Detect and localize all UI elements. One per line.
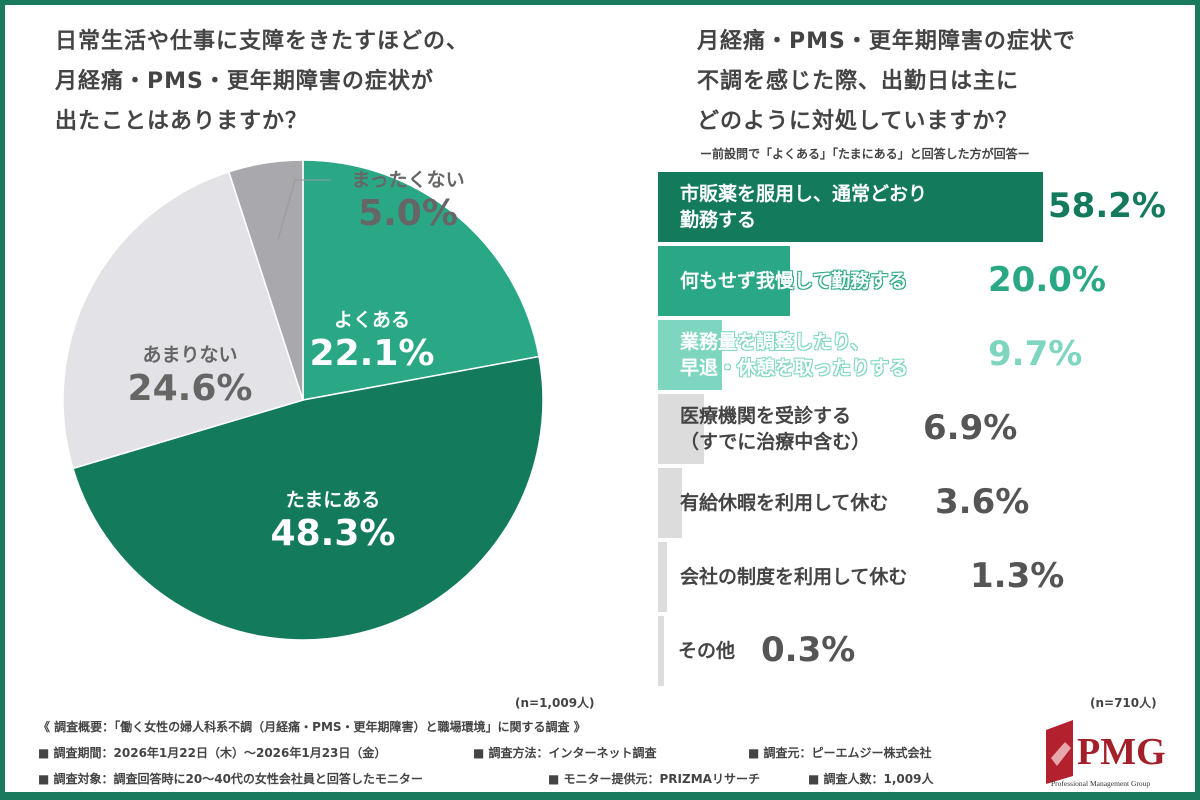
bar-value: 3.6%: [935, 482, 1030, 522]
bar-value: 20.0%: [988, 260, 1106, 300]
pie-slice: [227, 159, 304, 401]
pie-chart: [62, 159, 544, 641]
pie-label: あまりない 24.6%: [110, 340, 270, 411]
bar-row: その他 0.3%: [658, 616, 1178, 686]
bar: [658, 172, 1044, 242]
pie-slice-name: まったくない: [351, 169, 465, 191]
pie-slice-name: たまにある: [285, 489, 381, 511]
bar-label: 業務量を調整したり、 早退・休憩を取ったりする: [680, 331, 909, 379]
bar: [658, 542, 667, 612]
footer-provider: ■ モニター提供元：PRIZMAリサーチ: [548, 772, 760, 786]
pie-slice-name: よくある: [333, 309, 410, 331]
pie-label: よくある 22.1%: [292, 305, 452, 376]
footer-source: ■ 調査元：ピーエムジー株式会社: [748, 746, 932, 760]
pie-title: 日常生活や仕事に支障をきたすほどの、 月経痛・PMS・更年期障害の症状が 出たこ…: [55, 29, 470, 134]
bar-row: 業務量を調整したり、 早退・休憩を取ったりする 9.7%: [658, 320, 1178, 390]
bar-value: 6.9%: [923, 408, 1018, 448]
pie-label: まったくない 5.0%: [328, 165, 488, 236]
footer-method: ■ 調査方法：インターネット調査: [473, 746, 657, 760]
pie-slice-value: 22.1%: [309, 333, 435, 374]
footer-target: ■ 調査対象：調査回答時に20～40代の女性会社員と回答したモニター: [38, 772, 423, 786]
bar-value: 58.2%: [1048, 186, 1166, 226]
bar-label: その他: [678, 640, 736, 662]
pmg-logo: PMG Professional Management Group: [1043, 718, 1178, 788]
bar-subtitle: ー前設問で「よくある」「たまにある」と回答した方が回答ー: [700, 147, 1030, 161]
pie-slice-value: 5.0%: [358, 193, 458, 234]
bar-title: 月経痛・PMS・更年期障害の症状で 不調を感じた際、出勤日は主に どのように対処…: [697, 29, 1076, 134]
bar-value: 0.3%: [761, 630, 856, 670]
footer-count: ■ 調査人数：1,009人: [808, 772, 934, 786]
pie-slice: [62, 170, 304, 470]
footer-title: 《 調査概要：「働く女性の婦人科系不調（月経痛・PMS・更年期障害）と職場環境」…: [38, 720, 586, 734]
bar-row: 会社の制度を利用して休む 1.3%: [658, 542, 1178, 612]
bar-label: 何もせず我慢して勤務する: [680, 270, 908, 292]
bar: [658, 246, 791, 316]
pie-slice: [72, 355, 544, 641]
bar-label: 市販薬を服用し、通常どおり 勤務する: [680, 183, 928, 231]
pie-slice-name: あまりない: [142, 344, 238, 366]
bar-row: 何もせず我慢して勤務する 20.0%: [658, 246, 1178, 316]
bar-label: 医療機関を受診する （すでに治療中含む）: [680, 405, 871, 453]
svg-text:Professional Management Group: Professional Management Group: [1051, 779, 1150, 788]
footer-period: ■ 調査期間：2026年1月22日（木）～2026年1月23日（金）: [38, 746, 387, 760]
bar-sample-size: (n=710人): [1090, 696, 1157, 710]
bar-label: 有給休暇を利用して休む: [680, 492, 889, 514]
svg-text:PMG: PMG: [1077, 731, 1166, 773]
bar-row: 医療機関を受診する （すでに治療中含む） 6.9%: [658, 394, 1178, 464]
bar-label: 会社の制度を利用して休む: [680, 566, 908, 588]
pie-label: たまにある 48.3%: [253, 485, 413, 556]
bar: [658, 394, 704, 464]
pie-sample-size: (n=1,009人): [515, 696, 595, 710]
pie-slice-value: 48.3%: [270, 513, 396, 554]
bar-row: 有給休暇を利用して休む 3.6%: [658, 468, 1178, 538]
bar-value: 9.7%: [988, 334, 1083, 374]
bar: [658, 468, 682, 538]
leader-line: [277, 179, 330, 241]
pie-slice: [302, 159, 540, 401]
bar-value: 1.3%: [970, 556, 1065, 596]
bar: [658, 320, 723, 390]
bar: [658, 616, 664, 686]
bar-row: 市販薬を服用し、通常どおり 勤務する 58.2%: [658, 172, 1178, 242]
pie-slice-value: 24.6%: [127, 368, 253, 409]
